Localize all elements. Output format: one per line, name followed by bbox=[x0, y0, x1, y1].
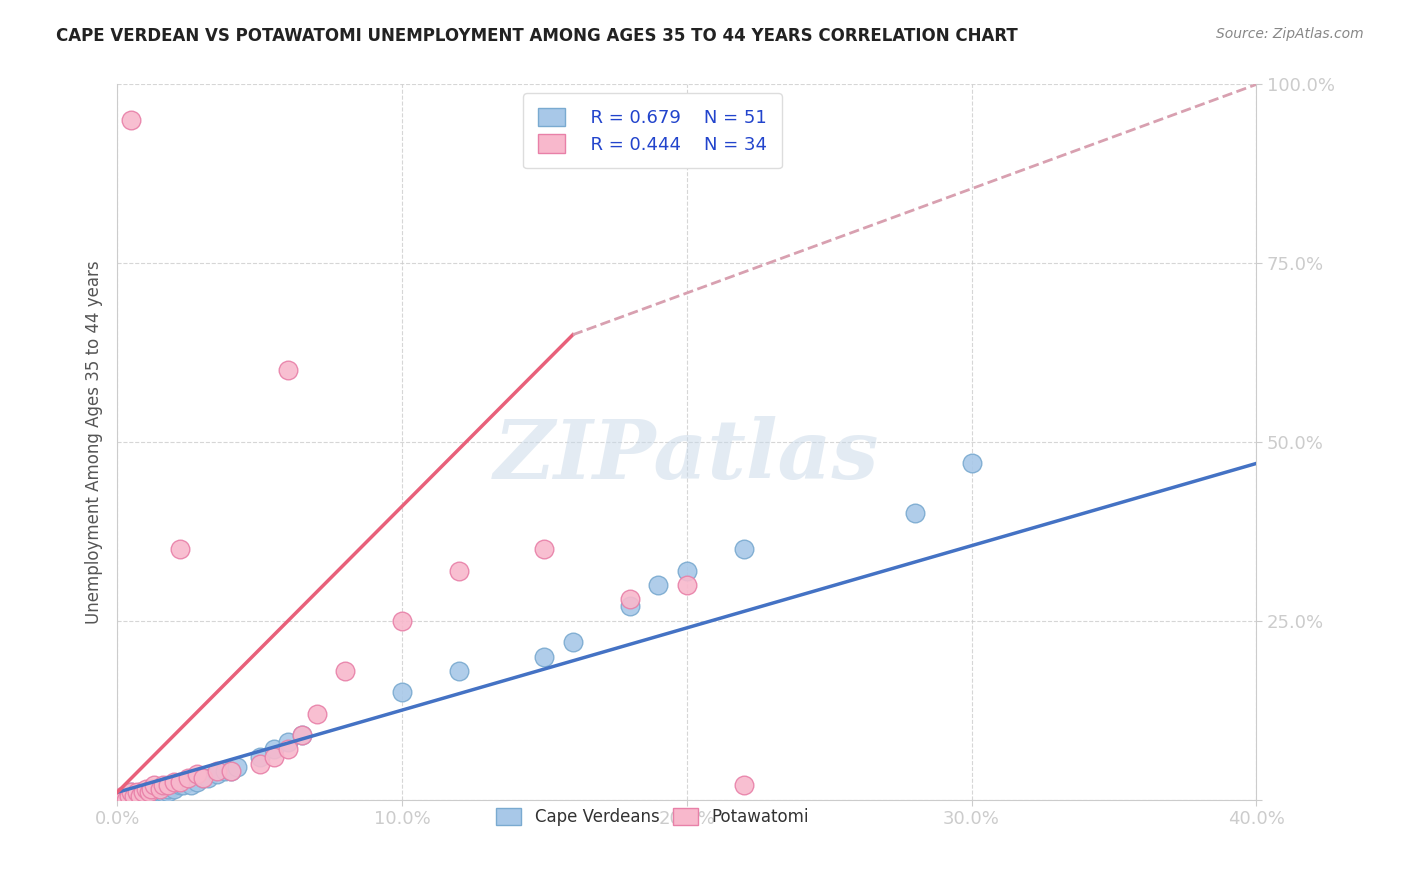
Point bbox=[169, 778, 191, 792]
Point bbox=[186, 767, 208, 781]
Point bbox=[169, 774, 191, 789]
Point bbox=[138, 785, 160, 799]
Point bbox=[105, 792, 128, 806]
Point bbox=[114, 789, 136, 803]
Point bbox=[120, 789, 142, 803]
Point bbox=[114, 792, 136, 806]
Point bbox=[447, 564, 470, 578]
Point bbox=[733, 778, 755, 792]
Point bbox=[619, 592, 641, 607]
Point bbox=[124, 789, 146, 803]
Point bbox=[249, 749, 271, 764]
Point bbox=[127, 785, 149, 799]
Point bbox=[146, 785, 169, 799]
Point bbox=[191, 771, 214, 785]
Point bbox=[533, 542, 555, 557]
Point bbox=[132, 785, 155, 799]
Point bbox=[163, 778, 186, 792]
Point bbox=[135, 781, 157, 796]
Point bbox=[249, 756, 271, 771]
Point bbox=[186, 774, 208, 789]
Point bbox=[333, 664, 356, 678]
Point bbox=[117, 792, 139, 806]
Point bbox=[305, 706, 328, 721]
Point bbox=[619, 599, 641, 614]
Point bbox=[111, 789, 134, 803]
Point bbox=[129, 789, 152, 803]
Point bbox=[135, 789, 157, 803]
Text: Source: ZipAtlas.com: Source: ZipAtlas.com bbox=[1216, 27, 1364, 41]
Point bbox=[120, 785, 142, 799]
Point bbox=[291, 728, 314, 742]
Point bbox=[143, 781, 166, 796]
Point bbox=[120, 785, 142, 799]
Point bbox=[675, 564, 697, 578]
Point bbox=[149, 781, 172, 796]
Point bbox=[117, 789, 139, 803]
Point bbox=[120, 113, 142, 128]
Point bbox=[219, 764, 242, 778]
Point bbox=[138, 785, 160, 799]
Point bbox=[561, 635, 583, 649]
Point bbox=[149, 781, 172, 796]
Point bbox=[391, 685, 413, 699]
Point bbox=[105, 792, 128, 806]
Point bbox=[291, 728, 314, 742]
Point bbox=[169, 542, 191, 557]
Point bbox=[135, 785, 157, 799]
Point bbox=[177, 774, 200, 789]
Point bbox=[157, 785, 180, 799]
Y-axis label: Unemployment Among Ages 35 to 44 years: Unemployment Among Ages 35 to 44 years bbox=[86, 260, 103, 624]
Point bbox=[152, 785, 174, 799]
Point bbox=[149, 785, 172, 799]
Point bbox=[191, 771, 214, 785]
Text: ZIPatlas: ZIPatlas bbox=[494, 417, 880, 496]
Point bbox=[903, 507, 925, 521]
Point bbox=[205, 767, 228, 781]
Point bbox=[157, 778, 180, 792]
Point bbox=[127, 792, 149, 806]
Point bbox=[675, 578, 697, 592]
Point bbox=[143, 785, 166, 799]
Point bbox=[733, 542, 755, 557]
Point bbox=[141, 787, 163, 801]
Point bbox=[163, 781, 186, 796]
Point bbox=[277, 742, 299, 756]
Point bbox=[197, 771, 219, 785]
Point bbox=[960, 457, 983, 471]
Point bbox=[129, 789, 152, 803]
Point bbox=[647, 578, 669, 592]
Point bbox=[263, 749, 285, 764]
Point bbox=[214, 764, 236, 778]
Point bbox=[225, 760, 247, 774]
Point bbox=[124, 789, 146, 803]
Point bbox=[533, 649, 555, 664]
Point bbox=[277, 735, 299, 749]
Point bbox=[205, 764, 228, 778]
Point bbox=[129, 785, 152, 799]
Point bbox=[155, 781, 177, 796]
Point bbox=[132, 789, 155, 803]
Point bbox=[277, 363, 299, 377]
Point bbox=[172, 778, 194, 792]
Point bbox=[157, 781, 180, 796]
Point bbox=[391, 614, 413, 628]
Point bbox=[143, 778, 166, 792]
Point bbox=[111, 792, 134, 806]
Point bbox=[180, 778, 202, 792]
Point bbox=[152, 778, 174, 792]
Point bbox=[447, 664, 470, 678]
Point bbox=[163, 774, 186, 789]
Point bbox=[177, 771, 200, 785]
Legend: Cape Verdeans, Potawatomi: Cape Verdeans, Potawatomi bbox=[488, 799, 817, 834]
Point bbox=[141, 781, 163, 796]
Point bbox=[219, 764, 242, 778]
Point bbox=[263, 742, 285, 756]
Text: CAPE VERDEAN VS POTAWATOMI UNEMPLOYMENT AMONG AGES 35 TO 44 YEARS CORRELATION CH: CAPE VERDEAN VS POTAWATOMI UNEMPLOYMENT … bbox=[56, 27, 1018, 45]
